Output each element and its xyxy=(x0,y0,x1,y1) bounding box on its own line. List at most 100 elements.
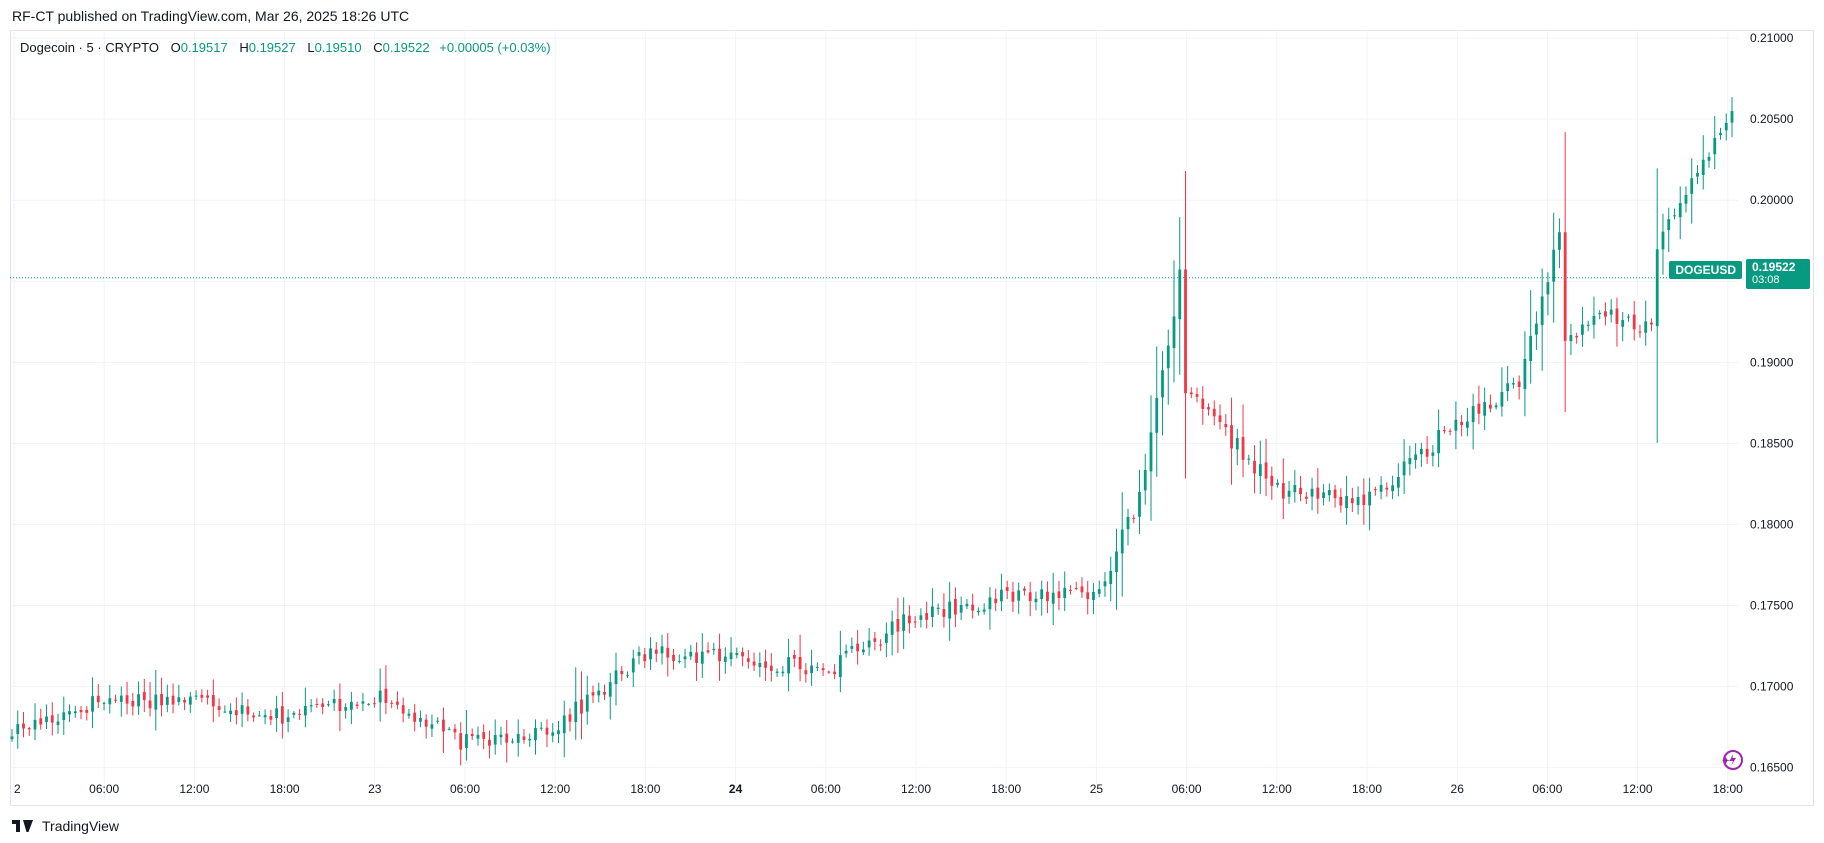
candle-body-up xyxy=(137,694,140,707)
candle-body-up xyxy=(275,708,279,719)
candle-body-down xyxy=(482,732,486,739)
candle-body-down xyxy=(522,736,526,740)
candle-body-down xyxy=(896,618,900,632)
candle-body-up xyxy=(614,670,618,685)
candle-body-down xyxy=(171,695,175,705)
candle-body-up xyxy=(1396,476,1400,488)
magic-chart-icon[interactable] xyxy=(1717,749,1745,777)
candle-body-up xyxy=(758,662,762,668)
close-value: 0.19522 xyxy=(382,40,430,55)
candle-body-up xyxy=(45,716,48,723)
tradingview-brand[interactable]: TradingView xyxy=(12,816,119,836)
x-tick-label: 12:00 xyxy=(1623,782,1653,796)
candle-body-up xyxy=(1408,458,1412,465)
candle-body-up xyxy=(62,712,66,721)
candle-body-up xyxy=(649,648,652,660)
candle-body-down xyxy=(568,714,572,722)
candle-body-up xyxy=(1063,587,1067,598)
candle-body-up xyxy=(787,657,790,674)
candle-body-up xyxy=(1471,405,1475,423)
candle-body-up xyxy=(1454,419,1458,431)
candle-body-up xyxy=(349,701,353,710)
candle-body-down xyxy=(252,715,256,718)
candle-body-up xyxy=(263,715,267,718)
candle-body-up xyxy=(1258,464,1262,476)
candle-body-down xyxy=(907,615,911,624)
candle-body-down xyxy=(1046,591,1049,601)
candle-body-up xyxy=(1483,402,1487,416)
candle-body-down xyxy=(971,604,975,611)
x-tick-label: 06:00 xyxy=(811,782,841,796)
candle-body-up xyxy=(1598,312,1602,315)
candle-body-up xyxy=(367,703,371,705)
candle-body-down xyxy=(1575,335,1579,338)
candle-body-up xyxy=(1000,589,1003,602)
candle-body-up xyxy=(499,734,503,738)
candle-body-up xyxy=(1310,488,1314,497)
candle-body-up xyxy=(257,715,261,717)
candle-body-down xyxy=(1281,483,1285,499)
candle-body-down xyxy=(718,648,721,662)
candle-body-up xyxy=(1143,469,1147,491)
candle-body-down xyxy=(1011,591,1015,602)
candle-body-up xyxy=(1419,448,1423,455)
current-price-value: 0.19522 xyxy=(1752,260,1796,274)
y-tick-label: 0.16500 xyxy=(1750,761,1794,775)
candle-body-up xyxy=(551,732,555,736)
candle-body-up xyxy=(309,705,313,707)
candle-body-down xyxy=(821,668,825,671)
candle-body-up xyxy=(1138,491,1141,517)
candle-body-up xyxy=(1276,482,1279,485)
candle-body-down xyxy=(1218,415,1222,422)
candle-body-up xyxy=(286,717,290,722)
candle-body-up xyxy=(1707,156,1711,161)
candle-body-up xyxy=(890,621,894,635)
candle-body-up xyxy=(68,711,71,715)
candle-body-up xyxy=(516,733,520,743)
candle-body-up xyxy=(735,652,739,656)
candle-body-up xyxy=(361,701,365,704)
x-tick-label: 06:00 xyxy=(1532,782,1562,796)
x-tick-label: 25 xyxy=(1090,782,1104,796)
candle-body-down xyxy=(1373,489,1377,491)
candle-body-up xyxy=(332,699,336,704)
candle-body-up xyxy=(108,698,112,705)
candle-body-down xyxy=(1650,322,1653,325)
candle-body-down xyxy=(373,703,376,705)
candle-body-up xyxy=(430,724,434,729)
candle-body-down xyxy=(459,733,463,750)
candle-body-down xyxy=(879,644,883,646)
candle-body-down xyxy=(804,670,808,675)
high-label: H xyxy=(239,40,249,55)
y-tick-label: 0.17500 xyxy=(1750,598,1794,612)
y-tick-label: 0.18500 xyxy=(1750,436,1794,450)
candle-body-up xyxy=(1529,335,1533,362)
y-tick-label: 0.18000 xyxy=(1750,517,1794,531)
candle-body-up xyxy=(534,727,537,740)
candle-body-up xyxy=(1402,461,1406,476)
candle-body-up xyxy=(1126,516,1130,530)
chart-frame[interactable] xyxy=(10,30,1814,806)
candle-body-up xyxy=(303,706,307,716)
candle-body-down xyxy=(280,706,284,724)
candle-body-up xyxy=(1696,172,1699,177)
candle-body-up xyxy=(188,696,192,705)
candle-body-up xyxy=(493,734,497,745)
candle-body-down xyxy=(50,715,54,723)
low-label: L xyxy=(307,40,315,55)
candle-body-down xyxy=(396,701,399,705)
candle-body-down xyxy=(298,713,302,715)
candle-body-up xyxy=(815,666,819,668)
candle-body-down xyxy=(1563,232,1567,341)
candle-body-up xyxy=(119,695,123,702)
candle-body-down xyxy=(1604,311,1607,317)
candle-body-down xyxy=(1207,407,1210,410)
candle-body-up xyxy=(378,690,382,703)
candle-body-up xyxy=(436,720,440,722)
candle-body-up xyxy=(476,734,480,739)
candle-body-up xyxy=(1581,324,1584,335)
candle-body-down xyxy=(695,652,698,663)
candle-body-up xyxy=(1051,592,1055,604)
